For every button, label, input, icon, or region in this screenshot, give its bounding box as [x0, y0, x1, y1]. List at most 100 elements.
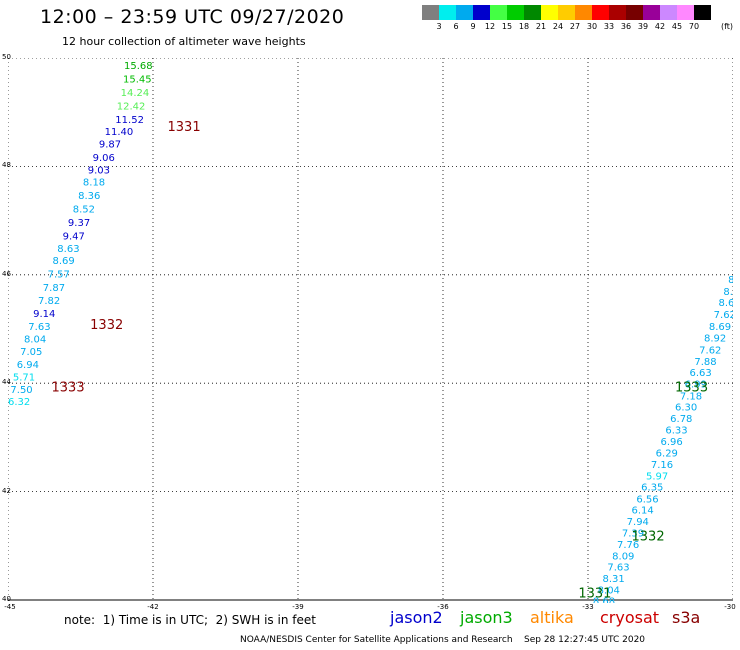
wave-height-label: 6.30: [675, 402, 697, 413]
legend-label: 3: [436, 22, 442, 31]
satellite-label-jason3: jason3: [460, 608, 513, 627]
wave-height-label: 14.24: [121, 88, 150, 99]
wave-height-label: 8.68: [593, 596, 615, 603]
wave-height-labels: 15.6815.4514.2412.4211.5211.409.879.069.…: [8, 61, 733, 603]
legend-label: 45: [671, 22, 683, 31]
wave-height-label: 8.69: [709, 322, 731, 333]
wave-height-label: 7.82: [38, 296, 60, 307]
wave-height-label: 15.45: [123, 74, 152, 85]
wave-height-label: 7.62: [699, 345, 721, 356]
pass-number-labels: 1331 1332 1333 1333 1332 1331: [52, 120, 709, 601]
legend-swatch: [694, 5, 711, 20]
wave-height-label: 7.39: [622, 529, 644, 540]
legend-label: 21: [535, 22, 547, 31]
pass-number-label: 1333: [675, 380, 708, 395]
wave-height-label: 7.63: [607, 563, 629, 574]
footer-credit: NOAA/NESDIS Center for Satellite Applica…: [240, 635, 646, 645]
legend-label: 6: [453, 22, 459, 31]
wave-height-label: 6.56: [636, 494, 658, 505]
satellite-label-jason2: jason2: [390, 608, 443, 627]
wave-height-label: 7.62: [714, 310, 733, 321]
wave-height-label: 5.97: [646, 472, 668, 483]
legend-swatch: [541, 5, 558, 20]
legend-label: 15: [501, 22, 513, 31]
wave-height-label: 8.92: [704, 333, 726, 344]
wave-height-label: 9.03: [88, 165, 110, 176]
wave-height-label: 7.87: [43, 283, 65, 294]
wave-height-label: 5.71: [13, 372, 35, 383]
wave-height-label: 6.14: [632, 505, 654, 516]
lon-tick-label: -39: [292, 603, 304, 611]
pass-number-label: 1332: [632, 529, 665, 544]
legend-swatch: [592, 5, 609, 20]
legend-swatch: [575, 5, 592, 20]
wave-height-label: 8.31: [603, 574, 625, 585]
wave-height-label: 7.50: [10, 385, 32, 396]
wave-height-label: 8.6: [728, 275, 733, 286]
footer-note: note: 1) Time is in UTC; 2) SWH is in fe…: [64, 613, 316, 627]
legend-swatch: [558, 5, 575, 20]
legend-label: 36: [620, 22, 632, 31]
wave-height-label: 12.42: [117, 101, 146, 112]
wave-height-label: 6.29: [656, 448, 678, 459]
wave-height-label: 15.68: [124, 61, 153, 72]
legend-swatch: [660, 5, 677, 20]
wave-height-label: 9.14: [33, 309, 55, 320]
legend-label: 30: [586, 22, 598, 31]
lat-tick-label: 40: [2, 595, 11, 603]
lat-tick-label: 44: [2, 378, 11, 387]
wave-height-label: 7.18: [680, 391, 702, 402]
wave-height-label: 6.78: [670, 414, 692, 425]
wave-height-label: 11.52: [115, 115, 144, 126]
legend-label: 24: [552, 22, 564, 31]
wave-height-label: 9.06: [93, 153, 115, 164]
pass-number-label: 1331: [578, 586, 611, 601]
wave-height-label: 6.33: [665, 426, 687, 437]
legend-label: 70: [688, 22, 700, 31]
legend-swatch: [626, 5, 643, 20]
lon-tick-label: -30: [724, 603, 736, 611]
wave-height-label: 6.63: [690, 368, 712, 379]
legend-swatch: [677, 5, 694, 20]
map-plot: 15.6815.4514.2412.4211.5211.409.879.069.…: [8, 58, 733, 603]
satellite-label-cryosat: cryosat: [600, 608, 660, 627]
legend-swatch: [490, 5, 507, 20]
legend-swatch: [473, 5, 490, 20]
wave-height-label: 6.99: [685, 380, 707, 391]
wave-height-label: 7.63: [28, 322, 50, 333]
pass-number-label: 1333: [52, 380, 85, 395]
map-grid: [8, 58, 733, 601]
wave-height-label: 6.96: [661, 437, 683, 448]
wave-height-label: 6.32: [8, 397, 30, 408]
legend-swatch: [524, 5, 541, 20]
wave-height-label: 7.05: [20, 347, 42, 358]
satellite-label-altika: altika: [530, 608, 574, 627]
color-legend-labels: 3 6 9 12 15 18 21 24 27 30 33 36 39 42 45 70 (ft): [422, 22, 740, 34]
wave-height-label: 11.40: [105, 127, 134, 138]
legend-swatch: [609, 5, 626, 20]
map-title: 12:00 – 23:59 UTC 09/27/2020: [40, 6, 345, 28]
lon-tick-label: -36: [437, 603, 449, 611]
legend-swatch: [643, 5, 660, 20]
legend-label: 42: [654, 22, 666, 31]
wave-height-label: 7.88: [694, 357, 716, 368]
legend-label: 12: [484, 22, 496, 31]
wave-height-label: 8.36: [78, 191, 100, 202]
legend-swatch: [439, 5, 456, 20]
color-legend: [422, 5, 711, 20]
lat-tick-label: 46: [2, 269, 11, 278]
wave-height-label: 8.04: [598, 585, 620, 596]
legend-swatch: [507, 5, 524, 20]
lat-tick-label: 48: [2, 161, 11, 170]
wave-height-label: 9.87: [99, 139, 121, 150]
lon-tick-label: -33: [582, 603, 594, 611]
legend-label: 18: [518, 22, 530, 31]
wave-height-label: 9.37: [68, 218, 90, 229]
wave-height-label: 8.63: [57, 244, 79, 255]
lat-tick-label: 42: [2, 486, 11, 495]
pass-number-label: 1332: [90, 318, 123, 333]
legend-label: 33: [603, 22, 615, 31]
wave-height-label: 8.18: [83, 177, 105, 188]
wave-height-label: 7.94: [627, 517, 649, 528]
lon-tick-label: -42: [147, 603, 159, 611]
